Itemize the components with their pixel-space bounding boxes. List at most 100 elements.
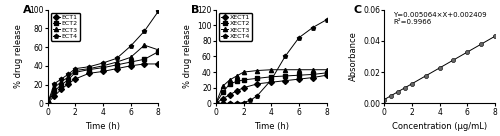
ECT4 xyxy=(52,83,58,84)
XECT4 xyxy=(213,103,219,104)
ECT1 xyxy=(114,68,119,69)
ECT2 xyxy=(100,67,106,69)
ECT2 xyxy=(128,61,134,63)
XECT4 xyxy=(248,99,254,101)
XECT2 xyxy=(226,83,232,85)
ECT3 xyxy=(66,76,71,78)
XECT1 xyxy=(310,77,316,78)
ECT3 xyxy=(156,49,162,51)
ECT1 xyxy=(156,63,162,65)
XECT4 xyxy=(220,103,226,104)
XECT3 xyxy=(234,75,239,77)
Y-axis label: Absorbance: Absorbance xyxy=(348,32,358,81)
XECT1 xyxy=(240,87,246,89)
XECT2 xyxy=(268,76,274,78)
ECT3 xyxy=(44,103,51,104)
XECT3 xyxy=(310,69,316,71)
XECT4 xyxy=(282,56,288,57)
Text: C: C xyxy=(353,5,362,15)
Line: ECT3: ECT3 xyxy=(46,43,160,105)
Line: XECT2: XECT2 xyxy=(214,71,328,105)
ECT3 xyxy=(86,68,92,69)
Line: XECT3: XECT3 xyxy=(214,68,328,105)
X-axis label: Time (h): Time (h) xyxy=(86,122,120,131)
XECT2 xyxy=(220,92,226,93)
ECT3 xyxy=(142,44,148,46)
ECT4 xyxy=(58,78,64,80)
XECT2 xyxy=(296,74,302,76)
XECT3 xyxy=(254,70,260,71)
ECT1 xyxy=(58,88,64,90)
ECT4 xyxy=(114,58,119,59)
XECT3 xyxy=(324,69,330,71)
XECT4 xyxy=(234,103,239,104)
Legend: XECT1, XECT2, XECT3, XECT4: XECT1, XECT2, XECT3, XECT4 xyxy=(219,13,252,41)
XECT1 xyxy=(268,81,274,83)
ECT4 xyxy=(128,45,134,47)
ECT4 xyxy=(142,30,148,32)
XECT1 xyxy=(254,83,260,85)
XECT1 xyxy=(234,90,239,92)
Text: B: B xyxy=(192,5,200,15)
ECT3 xyxy=(100,65,106,67)
ECT3 xyxy=(128,57,134,58)
ECT2 xyxy=(156,51,162,52)
XECT2 xyxy=(310,74,316,75)
ECT1 xyxy=(66,83,71,84)
XECT3 xyxy=(220,85,226,87)
Line: ECT2: ECT2 xyxy=(46,50,160,105)
Text: A: A xyxy=(23,5,32,15)
ECT3 xyxy=(58,81,64,83)
XECT4 xyxy=(254,95,260,96)
ECT4 xyxy=(100,62,106,64)
ECT4 xyxy=(86,66,92,68)
Text: Y=0.005064×X+0.002409
R²=0.9966: Y=0.005064×X+0.002409 R²=0.9966 xyxy=(393,12,486,25)
XECT4 xyxy=(296,37,302,38)
ECT4 xyxy=(72,68,78,69)
XECT4 xyxy=(268,79,274,81)
ECT4 xyxy=(66,73,71,75)
ECT2 xyxy=(72,72,78,73)
Line: XECT4: XECT4 xyxy=(214,18,328,105)
ECT2 xyxy=(86,69,92,70)
X-axis label: Concentration (μg/mL): Concentration (μg/mL) xyxy=(392,122,487,131)
ECT2 xyxy=(142,58,148,60)
XECT3 xyxy=(282,69,288,71)
XECT2 xyxy=(213,103,219,104)
Legend: ECT1, ECT2, ECT3, ECT4: ECT1, ECT2, ECT3, ECT4 xyxy=(50,13,80,41)
Line: ECT1: ECT1 xyxy=(46,62,160,105)
XECT1 xyxy=(324,74,330,76)
XECT1 xyxy=(226,94,232,96)
ECT1 xyxy=(44,103,51,104)
ECT2 xyxy=(52,90,58,92)
ECT2 xyxy=(44,103,51,104)
XECT4 xyxy=(226,103,232,104)
ECT4 xyxy=(156,11,162,12)
ECT4 xyxy=(44,103,51,104)
ECT3 xyxy=(114,61,119,63)
XECT2 xyxy=(240,79,246,81)
XECT4 xyxy=(324,19,330,21)
ECT1 xyxy=(86,72,92,74)
ECT1 xyxy=(128,65,134,67)
ECT1 xyxy=(72,78,78,80)
XECT3 xyxy=(213,103,219,104)
Y-axis label: % drug release: % drug release xyxy=(14,24,24,88)
Line: ECT4: ECT4 xyxy=(46,9,160,105)
Line: XECT1: XECT1 xyxy=(214,73,328,105)
XECT3 xyxy=(296,69,302,71)
XECT3 xyxy=(268,69,274,71)
XECT2 xyxy=(324,72,330,74)
XECT4 xyxy=(310,27,316,28)
ECT2 xyxy=(58,84,64,85)
XECT1 xyxy=(282,80,288,81)
XECT2 xyxy=(234,81,239,82)
ECT3 xyxy=(52,87,58,88)
XECT4 xyxy=(240,102,246,103)
XECT1 xyxy=(220,98,226,100)
ECT3 xyxy=(72,70,78,71)
ECT1 xyxy=(100,71,106,72)
XECT2 xyxy=(282,75,288,77)
ECT1 xyxy=(142,63,148,65)
XECT3 xyxy=(226,79,232,81)
